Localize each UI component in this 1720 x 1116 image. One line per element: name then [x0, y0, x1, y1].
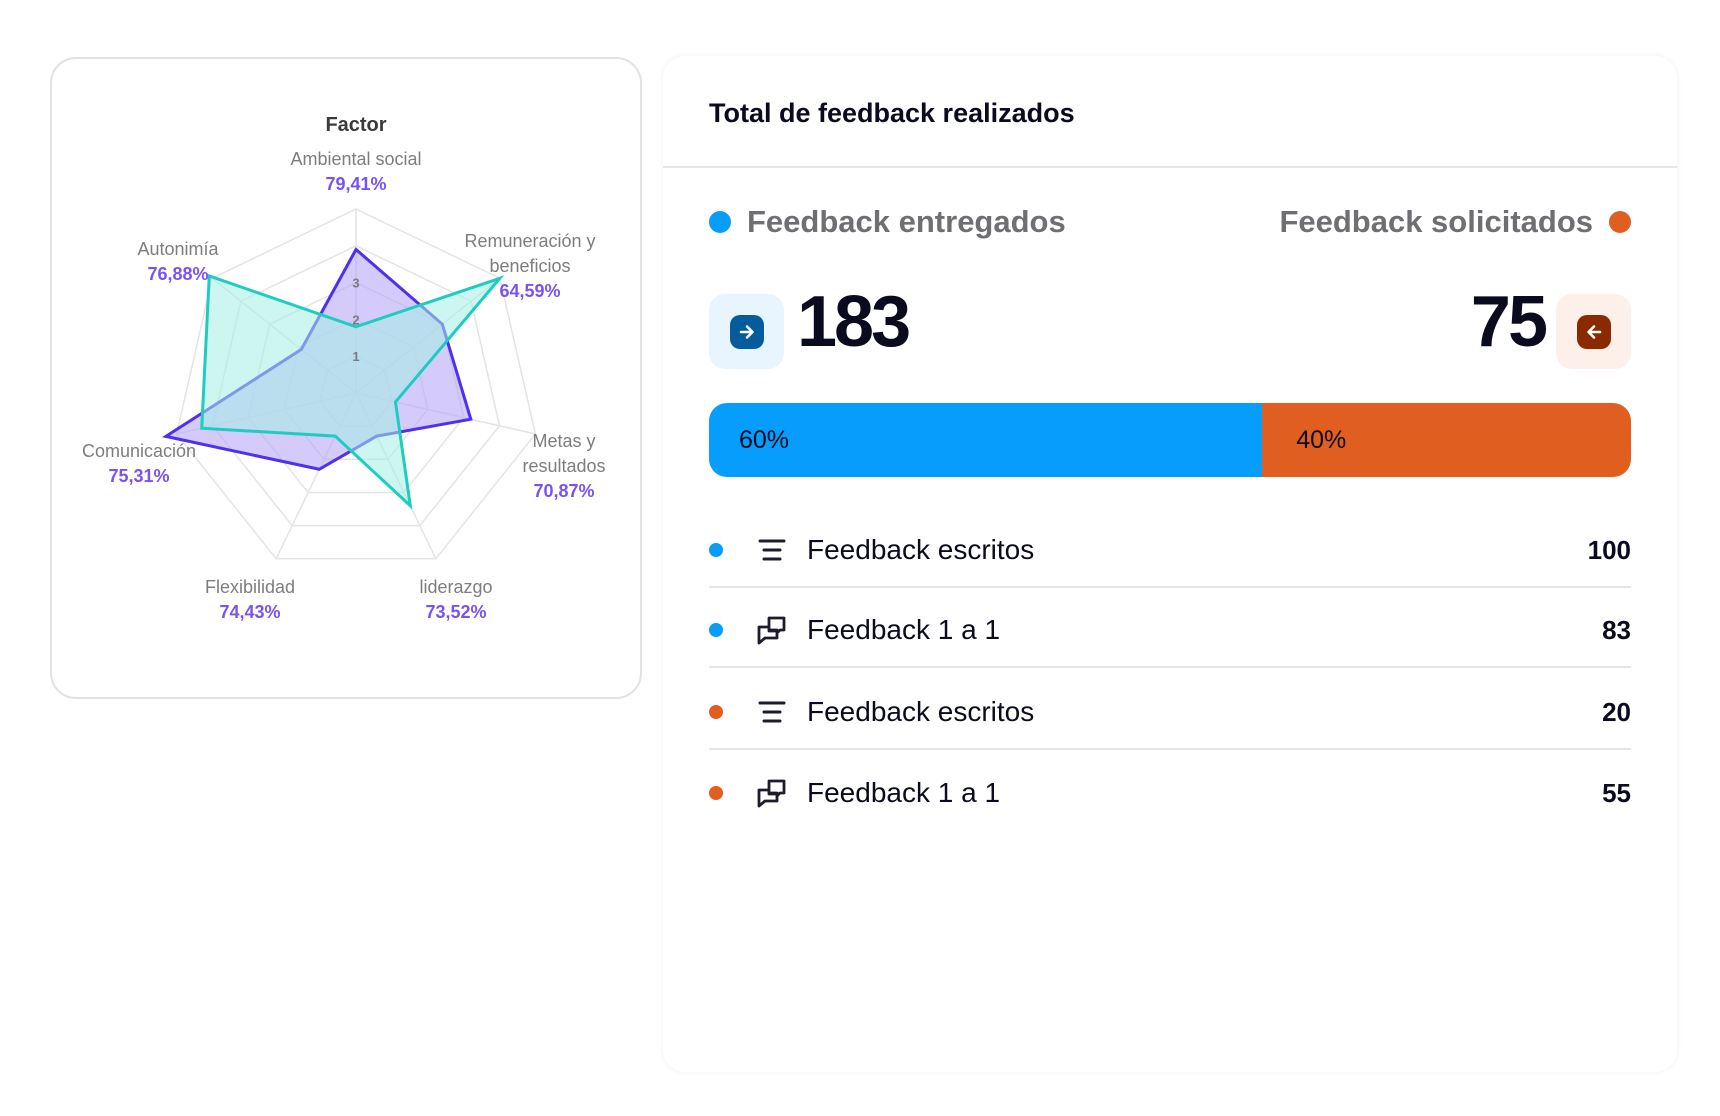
- row-value: 100: [1587, 534, 1631, 565]
- feedback-row: Feedback 1 a 1 83: [709, 600, 1631, 660]
- delivered-bar-segment: 60%: [709, 403, 1263, 477]
- row-divider: [709, 748, 1631, 750]
- axis-value-label: 75,31%: [108, 466, 169, 486]
- requested-icon-box: [1556, 294, 1631, 369]
- delivered-label: Feedback entregados: [747, 204, 1066, 239]
- axis-value-label: 70,87%: [533, 481, 594, 501]
- row-label: Feedback escritos: [807, 696, 1035, 727]
- radar-series-2: [200, 273, 505, 510]
- row-label: Feedback 1 a 1: [807, 777, 1001, 808]
- divider: [663, 166, 1677, 168]
- chat-bubbles-icon: [755, 613, 789, 647]
- legend-delivered: Feedback entregados: [709, 204, 1066, 240]
- feedback-row: Feedback 1 a 1 55: [709, 763, 1631, 823]
- feedback-ratio-bar: 60% 40%: [709, 403, 1631, 477]
- arrow-left-icon: [1576, 314, 1611, 349]
- axis-label: Remuneración y beneficios: [464, 231, 595, 276]
- radial-tick-label: 3: [352, 276, 359, 291]
- axis-label: Autonimía: [137, 239, 219, 259]
- axis-value-label: 64,59%: [499, 281, 560, 301]
- delivered-dot: [709, 211, 731, 233]
- grid-ring: [175, 208, 537, 560]
- requested-percent: 40%: [1296, 425, 1347, 454]
- delivered-percent: 60%: [739, 425, 790, 454]
- feedback-row: Feedback escritos 100: [709, 520, 1631, 580]
- legend-requested: Feedback solicitados: [1279, 204, 1631, 240]
- radial-tick-label: 2: [352, 312, 359, 327]
- delivered-icon-box: [709, 294, 784, 369]
- card-title: Total de feedback realizados: [709, 98, 1075, 128]
- requested-bar-segment: 40%: [1262, 403, 1631, 477]
- row-label: Feedback 1 a 1: [807, 614, 1001, 645]
- axis-label: Metas y resultados: [522, 431, 605, 476]
- row-value: 55: [1602, 777, 1631, 808]
- text-align-center-icon: [755, 533, 789, 567]
- feedback-row: Feedback escritos 20: [709, 682, 1631, 742]
- feedback-summary-card: Total de feedback realizados Feedback en…: [663, 56, 1677, 1072]
- axis-value-label: 76,88%: [147, 264, 208, 284]
- arrow-right-icon: [729, 314, 764, 349]
- axis-label: Ambiental social: [290, 149, 421, 169]
- requested-label: Feedback solicitados: [1279, 204, 1593, 239]
- radial-tick-label: 1: [352, 349, 359, 364]
- requested-dot: [709, 705, 723, 719]
- axis-label: Comunicación: [82, 441, 196, 461]
- text-align-center-icon: [755, 695, 789, 729]
- row-value: 20: [1602, 696, 1631, 727]
- row-divider: [709, 666, 1631, 668]
- requested-count: 75: [1470, 282, 1548, 362]
- axis-value-label: 79,41%: [325, 174, 386, 194]
- row-value: 83: [1602, 614, 1631, 645]
- axis-value-label: 74,43%: [219, 602, 280, 622]
- requested-dot: [1609, 211, 1631, 233]
- radar-chart-card: 1 2 3 Factor Ambiental social 79,41% Remunerac…: [50, 57, 642, 699]
- axis-label: liderazgo: [419, 577, 492, 597]
- delivered-dot: [709, 623, 723, 637]
- row-label: Feedback escritos: [807, 534, 1035, 565]
- chat-bubbles-icon: [755, 776, 789, 810]
- row-divider: [709, 586, 1631, 588]
- axis-value-label: 73,52%: [425, 602, 486, 622]
- radar-chart: 1 2 3 Factor Ambiental social 79,41% Remunerac…: [82, 114, 606, 622]
- requested-dot: [709, 786, 723, 800]
- chart-title: Factor: [325, 114, 386, 136]
- delivered-count: 183: [797, 282, 911, 362]
- axis-label: Flexibilidad: [205, 577, 295, 597]
- delivered-dot: [709, 543, 723, 557]
